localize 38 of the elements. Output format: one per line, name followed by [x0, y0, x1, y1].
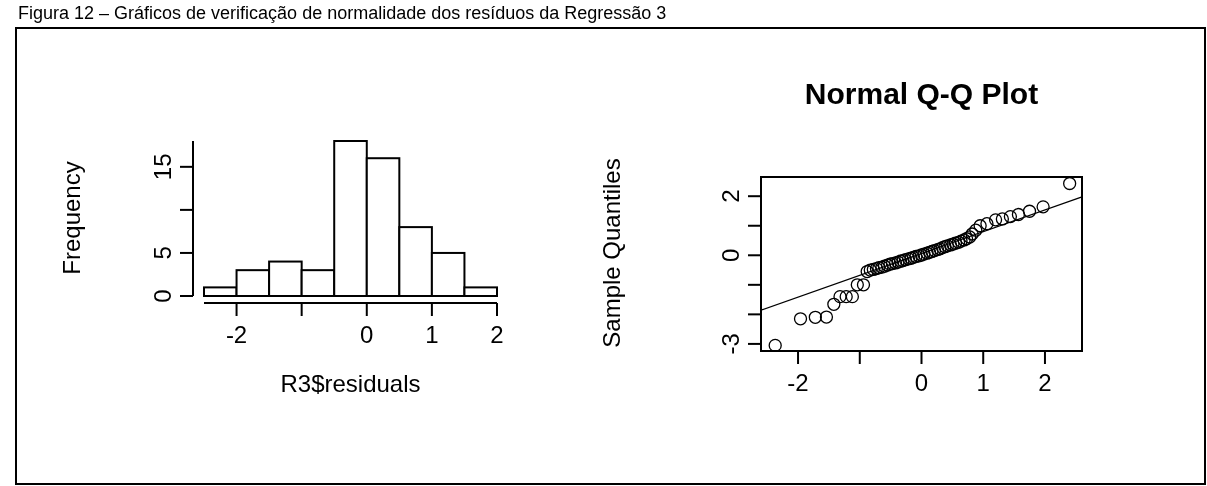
chart-title: Normal Q-Q Plot: [804, 77, 1039, 110]
point: [1036, 200, 1050, 214]
y-tick-label: 5: [149, 246, 176, 260]
x-tick-label: 0: [914, 369, 929, 396]
y-tick-label: 15: [149, 153, 176, 181]
y-tick-label: 0: [717, 248, 744, 262]
y-tick-label: -3: [717, 333, 744, 355]
point: [980, 217, 994, 231]
x-tick-label: -2: [225, 321, 248, 348]
point: [808, 310, 822, 324]
point: [1003, 209, 1018, 224]
point: [1011, 207, 1026, 222]
point: [1022, 204, 1037, 218]
point: [833, 289, 847, 304]
x-tick-label: 0: [360, 321, 374, 348]
point: [969, 223, 983, 237]
y-axis-title: Sample Quantiles: [598, 158, 625, 348]
x-tick-label: 1: [976, 369, 990, 396]
point: [850, 278, 864, 292]
point: [827, 297, 841, 311]
point: [819, 310, 834, 324]
text: Figura 12 – Gráficos de verificação de normalidade dos resíduos da Regressão 3: [18, 3, 667, 23]
point: [839, 289, 853, 304]
point: [995, 212, 1010, 226]
point: [793, 312, 808, 326]
x-axis-title: R3$residuals: [280, 370, 421, 397]
y-tick-label: 2: [717, 189, 744, 203]
point: [973, 219, 987, 233]
x-tick-label: -2: [787, 369, 809, 396]
y-axis-title: Frequency: [58, 161, 85, 275]
point: [988, 213, 1003, 227]
point: [845, 289, 860, 304]
point: [856, 278, 871, 292]
point: [1063, 176, 1077, 191]
x-tick-label: 2: [1038, 369, 1052, 396]
y-tick-label: 0: [149, 289, 176, 303]
x-tick-label: 2: [490, 321, 504, 348]
x-tick-label: 1: [425, 321, 439, 348]
